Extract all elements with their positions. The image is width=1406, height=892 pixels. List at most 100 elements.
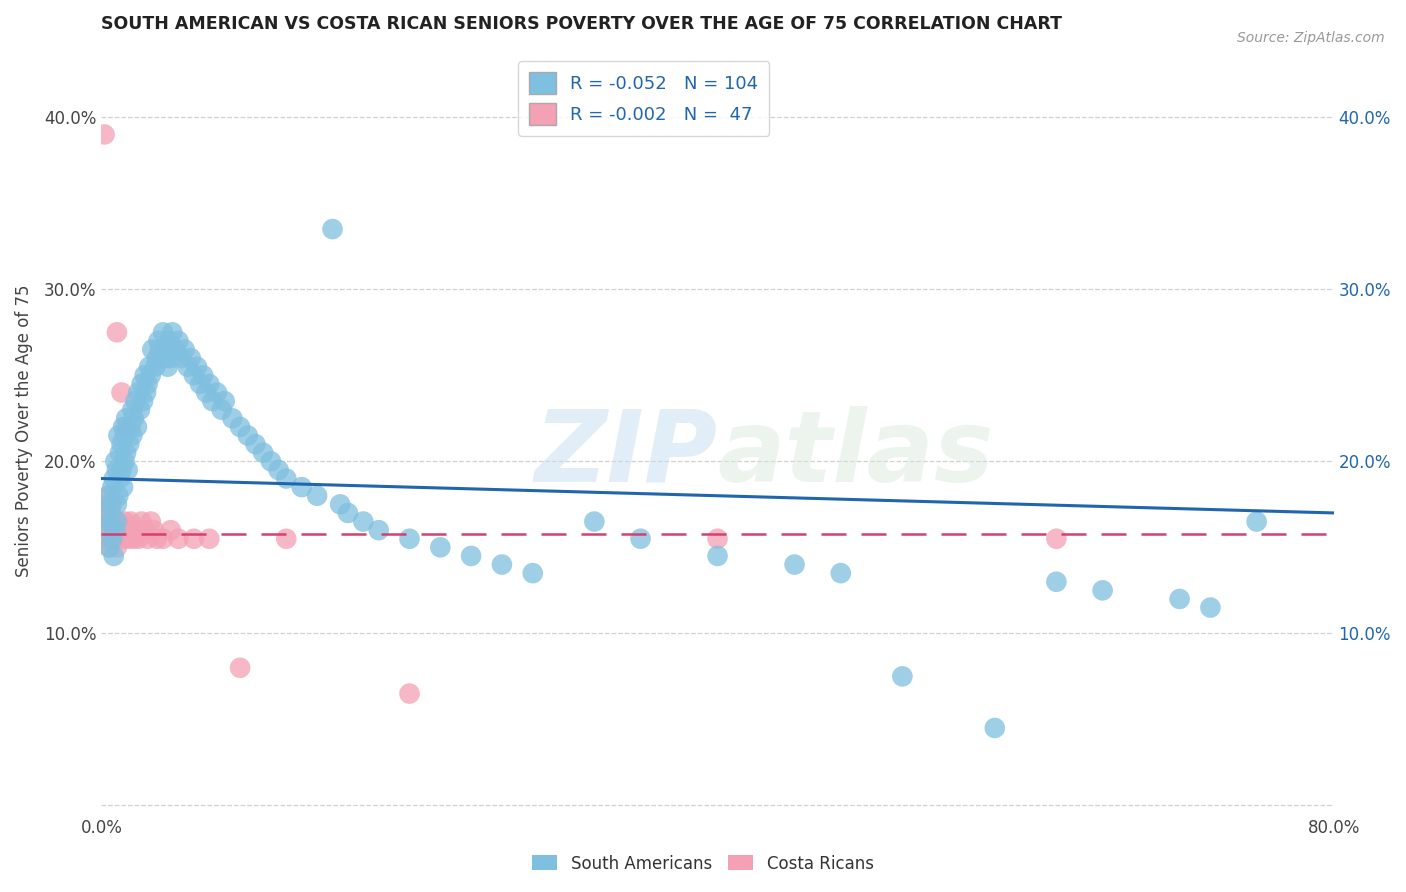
Point xyxy=(891,669,914,683)
Point xyxy=(103,471,125,485)
Point xyxy=(155,343,177,357)
Point xyxy=(183,532,205,546)
Point xyxy=(198,532,221,546)
Point xyxy=(149,343,172,357)
Point xyxy=(105,515,128,529)
Point xyxy=(104,523,127,537)
Point xyxy=(114,428,136,442)
Point xyxy=(124,394,146,409)
Point xyxy=(1091,583,1114,598)
Point xyxy=(104,523,127,537)
Point xyxy=(191,368,214,383)
Point xyxy=(329,497,352,511)
Point xyxy=(104,454,127,468)
Point xyxy=(108,471,131,485)
Point xyxy=(252,446,274,460)
Point xyxy=(118,437,141,451)
Point xyxy=(152,532,174,546)
Point xyxy=(291,480,314,494)
Point xyxy=(307,489,329,503)
Point xyxy=(94,506,117,520)
Point xyxy=(125,420,148,434)
Point xyxy=(122,411,145,425)
Point xyxy=(117,463,139,477)
Point xyxy=(120,515,142,529)
Point xyxy=(98,515,121,529)
Point xyxy=(1199,600,1222,615)
Point xyxy=(142,523,165,537)
Point xyxy=(107,515,129,529)
Point xyxy=(522,566,544,581)
Text: SOUTH AMERICAN VS COSTA RICAN SENIORS POVERTY OVER THE AGE OF 75 CORRELATION CHA: SOUTH AMERICAN VS COSTA RICAN SENIORS PO… xyxy=(101,15,1063,33)
Point xyxy=(103,515,125,529)
Legend: South Americans, Costa Ricans: South Americans, Costa Ricans xyxy=(526,848,880,880)
Point xyxy=(138,359,160,374)
Point xyxy=(201,394,224,409)
Point xyxy=(173,343,195,357)
Point xyxy=(367,523,389,537)
Text: Source: ZipAtlas.com: Source: ZipAtlas.com xyxy=(1237,31,1385,45)
Point xyxy=(107,489,129,503)
Point xyxy=(124,523,146,537)
Point xyxy=(136,376,159,391)
Text: ZIP: ZIP xyxy=(534,406,717,503)
Point xyxy=(117,523,139,537)
Point xyxy=(162,326,184,340)
Point xyxy=(146,532,169,546)
Point xyxy=(101,523,124,537)
Point xyxy=(121,523,143,537)
Point xyxy=(98,497,121,511)
Point xyxy=(429,541,451,555)
Point xyxy=(100,506,122,520)
Point xyxy=(136,532,159,546)
Point xyxy=(460,549,482,563)
Point xyxy=(167,532,190,546)
Point xyxy=(103,532,125,546)
Point xyxy=(1045,532,1067,546)
Point xyxy=(167,334,190,348)
Point xyxy=(139,368,162,383)
Point xyxy=(267,463,290,477)
Point xyxy=(105,326,128,340)
Point xyxy=(134,368,156,383)
Point xyxy=(205,385,228,400)
Point xyxy=(630,532,652,546)
Point xyxy=(1168,591,1191,606)
Point xyxy=(1045,574,1067,589)
Point xyxy=(706,549,728,563)
Point xyxy=(127,385,149,400)
Point xyxy=(98,541,121,555)
Point xyxy=(134,523,156,537)
Point xyxy=(100,532,122,546)
Point xyxy=(104,532,127,546)
Point xyxy=(229,420,252,434)
Point xyxy=(98,541,121,555)
Point xyxy=(177,359,200,374)
Legend: R = -0.052   N = 104, R = -0.002   N =  47: R = -0.052 N = 104, R = -0.002 N = 47 xyxy=(517,62,769,136)
Point xyxy=(115,411,138,425)
Point xyxy=(170,351,193,365)
Point xyxy=(156,359,179,374)
Y-axis label: Seniors Poverty Over the Age of 75: Seniors Poverty Over the Age of 75 xyxy=(15,285,32,577)
Point xyxy=(101,497,124,511)
Point xyxy=(145,359,167,374)
Point xyxy=(112,420,135,434)
Point xyxy=(229,661,252,675)
Point xyxy=(110,463,132,477)
Point xyxy=(108,446,131,460)
Point xyxy=(260,454,283,468)
Point xyxy=(97,523,120,537)
Point xyxy=(491,558,513,572)
Point xyxy=(121,428,143,442)
Point xyxy=(112,480,135,494)
Point xyxy=(165,343,187,357)
Point xyxy=(398,532,420,546)
Point xyxy=(127,532,149,546)
Point xyxy=(131,376,153,391)
Point xyxy=(152,326,174,340)
Point xyxy=(1246,515,1268,529)
Point xyxy=(94,532,117,546)
Point xyxy=(120,420,142,434)
Point xyxy=(98,489,121,503)
Point xyxy=(146,351,169,365)
